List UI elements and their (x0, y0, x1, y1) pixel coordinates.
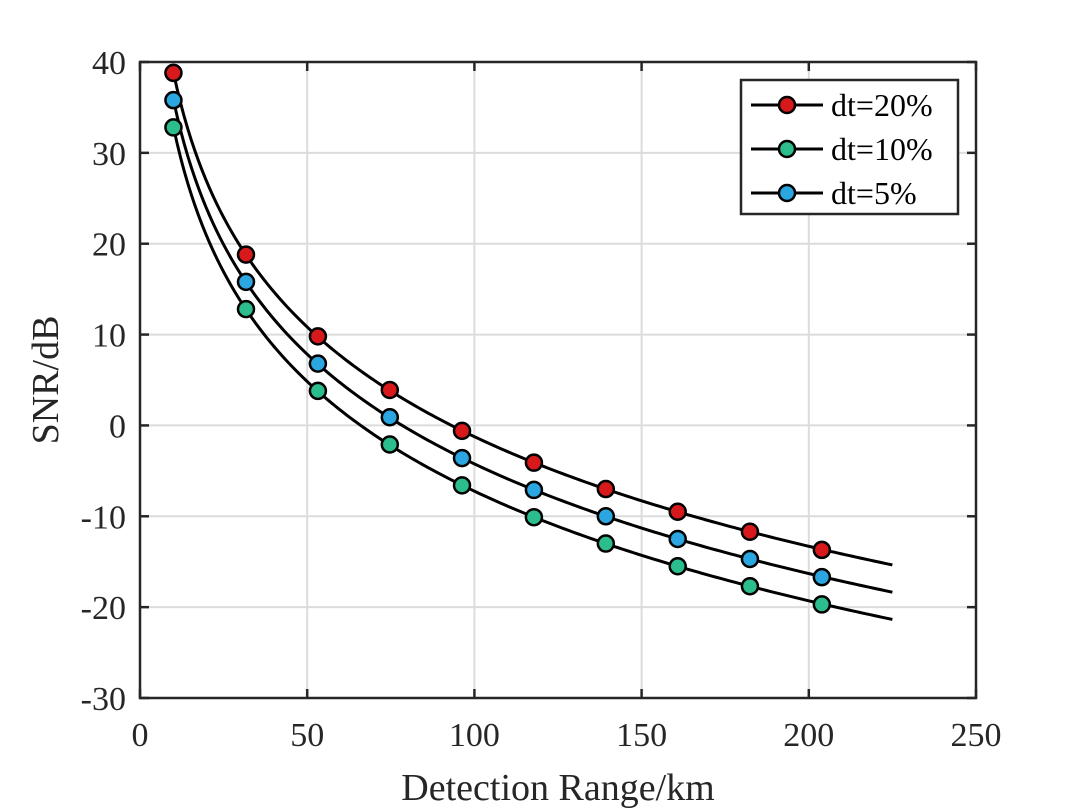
data-point-2 (380, 408, 400, 427)
y-tick-label: 20 (92, 227, 126, 264)
data-point-1 (524, 507, 544, 527)
legend: dt=20% dt=10% dt=5% (739, 78, 960, 216)
data-point-1 (740, 576, 760, 596)
data-point-2 (668, 529, 687, 549)
data-point-0 (740, 522, 760, 541)
plot-frame (138, 60, 978, 700)
data-point-0 (380, 380, 400, 400)
legend-label: dt=5% (831, 175, 917, 211)
x-axis-title: Detection Range/km (401, 767, 714, 809)
data-point-1 (380, 435, 400, 454)
data-point-2 (596, 507, 616, 526)
legend-marker (777, 95, 797, 115)
x-tick-label: 150 (616, 717, 667, 754)
x-tick-label: 100 (449, 717, 500, 754)
data-point-1 (668, 557, 687, 576)
data-point-2 (812, 567, 832, 587)
y-tick-label: 40 (92, 45, 126, 82)
y-tick-label: -30 (81, 681, 126, 718)
y-tick-label: -10 (81, 499, 126, 536)
data-point-1 (236, 299, 256, 319)
data-point-1 (452, 476, 472, 495)
y-tick-label: 30 (92, 136, 126, 173)
y-tick-labels: -30 -20 -10 0 10 20 30 40 (81, 45, 126, 718)
data-point-1 (596, 534, 616, 553)
data-point-2 (524, 480, 544, 500)
data-point-2 (308, 354, 328, 373)
data-point-2 (740, 549, 760, 569)
legend-marker (777, 139, 797, 159)
data-point-1 (308, 381, 328, 401)
x-tick-labels: 0 50 100 150 200 250 (132, 717, 1002, 754)
data-point-0 (596, 479, 616, 499)
y-tick-label: 0 (109, 408, 126, 445)
y-axis-title: SNR/dB (25, 316, 67, 445)
data-point-0 (668, 502, 687, 521)
x-tick-label: 200 (783, 717, 834, 754)
data-point-2 (236, 272, 256, 292)
data-point-0 (308, 327, 328, 346)
x-tick-label: 250 (951, 717, 1002, 754)
data-point-0 (524, 453, 544, 472)
data-point-1 (164, 118, 183, 137)
data-point-0 (452, 421, 472, 441)
series-markers (164, 63, 832, 614)
data-point-2 (452, 448, 472, 468)
x-tick-label: 0 (132, 717, 149, 754)
axis-ticks (138, 60, 978, 700)
legend-label: dt=10% (831, 131, 933, 167)
legend-label: dt=20% (831, 87, 933, 123)
data-point-2 (164, 90, 183, 110)
data-point-0 (236, 245, 256, 264)
x-tick-label: 50 (290, 717, 324, 754)
data-point-0 (164, 63, 183, 83)
y-tick-label: -20 (81, 590, 126, 627)
data-point-0 (812, 540, 832, 560)
y-tick-label: 10 (92, 318, 126, 355)
data-point-1 (812, 595, 832, 614)
legend-marker (777, 183, 797, 203)
